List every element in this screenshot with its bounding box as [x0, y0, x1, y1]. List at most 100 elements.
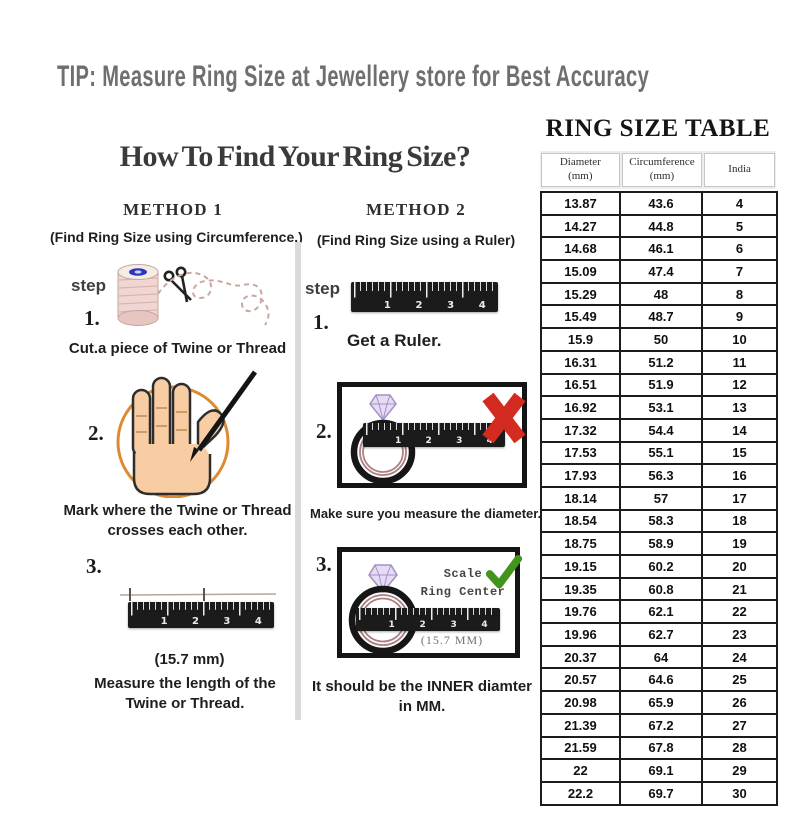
table-cell: 48 [619, 281, 703, 307]
table-cell: 67.2 [619, 712, 703, 738]
method1-step1-number: 1. [84, 306, 100, 330]
table-cell: 20.37 [540, 644, 621, 670]
table-cell: 51.2 [619, 349, 703, 375]
table-cell: 27 [701, 712, 778, 738]
ring-size-table-body: 13.87 43.6 4 14.27 44.8 5 14.68 46.1 6 15.09 47.4 7… [540, 191, 778, 806]
method1-step1-caption: Cut.a piece of Twine or Thread [68, 340, 287, 357]
method2-step1-caption: Get a Ruler. [347, 331, 442, 350]
red-x-icon [482, 392, 526, 444]
table-row: 16.51 51.9 12 [540, 372, 778, 398]
table-cell: 17.53 [540, 440, 621, 466]
table-cell: 26 [701, 690, 778, 715]
inner-measure-value: (15.7 MM) [420, 633, 484, 647]
table-row: 16.92 53.1 13 [540, 395, 778, 420]
method1-subheading: (Find Ring Size using Circumference.) [50, 229, 303, 245]
table-header-row: Diameter (mm) Circumference (mm) India [540, 151, 776, 189]
table-cell: 19.96 [540, 622, 621, 647]
ruler-across-ring-wrong: 1 2 3 4 [363, 423, 505, 447]
table-cell: 65.9 [619, 690, 703, 715]
header-line: (mm) [568, 170, 593, 182]
table-cell: 13.87 [540, 191, 621, 216]
table-cell: 29 [701, 758, 778, 783]
method1-step2-number: 2. [88, 421, 104, 445]
caption-line: It should be the INNER diamter [311, 678, 533, 695]
table-cell: 15 [701, 440, 778, 466]
ruler-number: 2 [419, 620, 426, 630]
table-cell: 17 [701, 485, 778, 511]
table-cell: 21 [701, 576, 778, 602]
ring-size-table: 13.87 43.6 4 14.27 44.8 5 14.68 46.1 6 15.09 47.4 7… [540, 191, 778, 806]
table-cell: 20.98 [540, 690, 621, 715]
table-cell: 58.9 [619, 531, 703, 556]
table-cell: 53.1 [619, 395, 703, 420]
ruler-numbers: 1 2 3 4 [351, 300, 498, 311]
table-cell: 22 [701, 599, 778, 625]
header-line: Diameter [559, 156, 601, 169]
table-row: 13.87 43.6 4 [540, 191, 778, 216]
method2-step-label: step [305, 279, 340, 298]
table-cell: 19.76 [540, 599, 621, 625]
column-divider [295, 242, 301, 720]
header-line: Circumference [629, 156, 695, 169]
table-row: 17.32 54.4 14 [540, 417, 778, 443]
table-cell: 58.3 [619, 508, 703, 534]
table-cell: 69.7 [619, 780, 703, 806]
ruler-number: 3 [456, 436, 463, 446]
method2-step2-number: 2. [316, 419, 332, 443]
method1-step-label: step [71, 276, 106, 295]
table-row: 18.54 58.3 18 [540, 508, 778, 534]
table-row: 17.93 56.3 16 [540, 463, 778, 488]
ruler-number: 1 [383, 300, 391, 311]
header-line: India [728, 163, 751, 176]
ruler-number: 4 [478, 300, 486, 311]
table-cell: 69.1 [619, 758, 703, 783]
table-cell: 18.54 [540, 508, 621, 534]
scale-label-line: Scale [443, 567, 483, 581]
table-cell: 8 [701, 281, 778, 307]
table-row: 15.09 47.4 7 [540, 259, 778, 284]
ruler-numbers: 1 2 3 4 [356, 620, 500, 630]
table-cell: 28 [701, 735, 778, 761]
caption-line: Measure the length of the [94, 675, 276, 692]
table-cell: 15.9 [540, 327, 621, 352]
table-cell: 55.1 [619, 440, 703, 466]
table-cell: 67.8 [619, 735, 703, 761]
table-cell: 46.1 [619, 236, 703, 262]
ruler-number: 1 [160, 616, 168, 627]
scale-ring-center-label: Scale Ring Center [413, 565, 513, 601]
table-cell: 51.9 [619, 372, 703, 398]
diagram-frame-step3 [337, 547, 520, 658]
table-row: 19.15 60.2 20 [540, 554, 778, 579]
hand-marking-illustration [116, 370, 258, 498]
dashed-thread-path [157, 271, 270, 326]
ruler-number: 3 [447, 300, 455, 311]
table-row: 21.59 67.8 28 [540, 735, 778, 761]
method2-step3-number: 3. [316, 552, 332, 576]
table-cell: 43.6 [619, 191, 703, 216]
table-cell: 15.29 [540, 281, 621, 307]
table-row: 19.35 60.8 21 [540, 576, 778, 602]
method1-heading: METHOD 1 [123, 200, 223, 219]
header-cell-diameter: Diameter (mm) [541, 153, 620, 187]
ruler-number: 3 [450, 620, 457, 630]
table-row: 20.37 64 24 [540, 644, 778, 670]
table-row: 19.76 62.1 22 [540, 599, 778, 625]
table-cell: 17.93 [540, 463, 621, 488]
table-cell: 16.51 [540, 372, 621, 398]
table-row: 18.75 58.9 19 [540, 531, 778, 556]
table-row: 20.98 65.9 26 [540, 690, 778, 715]
table-cell: 22 [540, 758, 621, 783]
table-row: 22.2 69.7 30 [540, 780, 778, 806]
table-cell: 10 [701, 327, 778, 352]
method2-step2-caption: Make sure you measure the diameter. [310, 506, 542, 521]
ruler-number: 3 [223, 616, 231, 627]
table-cell: 11 [701, 349, 778, 375]
caption-line: crosses each other. [107, 522, 248, 540]
method2-heading: METHOD 2 [366, 200, 466, 219]
table-row: 21.39 67.2 27 [540, 712, 778, 738]
table-cell: 4 [701, 191, 778, 216]
orange-circle [116, 385, 230, 498]
table-cell: 15.09 [540, 259, 621, 284]
table-cell: 20.57 [540, 667, 621, 693]
method2-step1-number: 1. [313, 310, 329, 334]
